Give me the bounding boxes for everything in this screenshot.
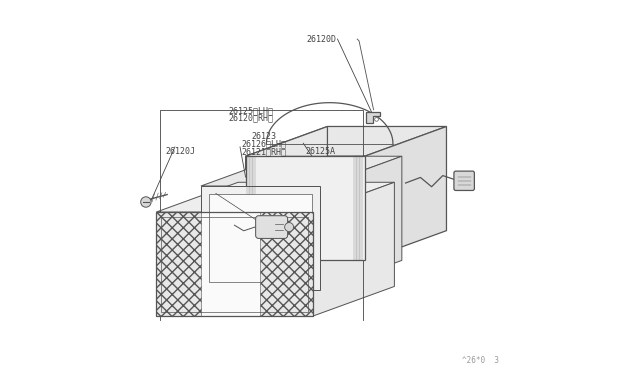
Text: 26123: 26123 [251, 132, 276, 141]
Text: 26120〈RH〉: 26120〈RH〉 [228, 113, 274, 122]
Polygon shape [156, 212, 312, 316]
Polygon shape [312, 182, 394, 316]
Polygon shape [246, 126, 328, 260]
Polygon shape [201, 156, 402, 186]
Text: 26125〈LH〉: 26125〈LH〉 [228, 106, 274, 115]
Circle shape [285, 222, 294, 231]
Polygon shape [320, 156, 402, 290]
Circle shape [141, 197, 151, 207]
Text: 26121〈RH〉: 26121〈RH〉 [242, 147, 287, 156]
Polygon shape [260, 212, 312, 316]
Polygon shape [156, 182, 394, 212]
Polygon shape [156, 212, 201, 316]
Text: 26126〈LH〉: 26126〈LH〉 [242, 140, 287, 148]
Polygon shape [209, 194, 312, 282]
Text: 26125A: 26125A [305, 147, 335, 156]
Text: 26120D: 26120D [307, 35, 337, 44]
Polygon shape [365, 126, 447, 260]
Circle shape [374, 118, 378, 121]
Polygon shape [366, 112, 380, 123]
FancyBboxPatch shape [255, 216, 287, 238]
Polygon shape [246, 126, 447, 156]
FancyBboxPatch shape [454, 171, 474, 190]
Polygon shape [246, 156, 365, 260]
Text: 26120J: 26120J [166, 147, 196, 156]
Text: ^26*0  3: ^26*0 3 [461, 356, 499, 365]
Polygon shape [201, 186, 320, 290]
